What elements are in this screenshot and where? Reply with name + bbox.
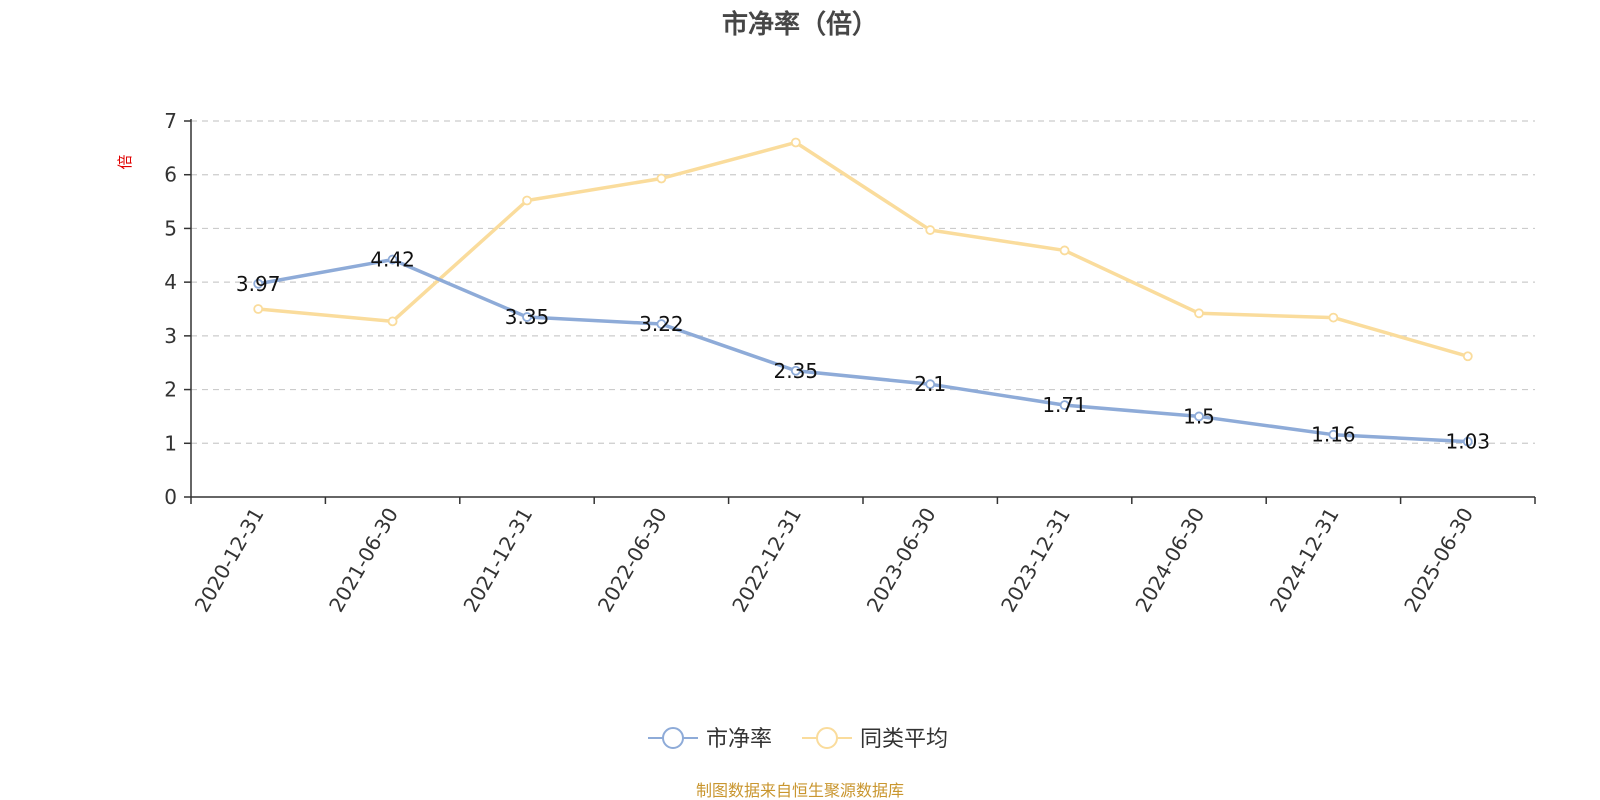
y-tick-label: 0 bbox=[164, 485, 177, 509]
data-point bbox=[925, 379, 936, 390]
data-point bbox=[1328, 429, 1339, 440]
data-label: 3.22 bbox=[639, 312, 684, 336]
data-point bbox=[253, 304, 264, 314]
data-label: 2.35 bbox=[774, 359, 819, 383]
y-tick-label: 7 bbox=[164, 109, 177, 133]
legend-label: 同类平均 bbox=[860, 727, 948, 752]
data-point bbox=[656, 319, 667, 329]
y-tick-label: 2 bbox=[164, 378, 177, 402]
y-tick-label: 5 bbox=[164, 216, 177, 240]
x-tick-label: 2022-06-30 bbox=[593, 504, 672, 617]
data-label: 2.1 bbox=[914, 372, 946, 396]
chart-title: 市净率（倍） bbox=[722, 9, 878, 40]
x-tick-label: 2020-12-31 bbox=[190, 504, 269, 617]
x-tick-label: 2021-12-31 bbox=[458, 504, 537, 617]
data-label: 1.71 bbox=[1042, 393, 1087, 417]
legend-marker bbox=[816, 727, 838, 749]
y-tick-label: 6 bbox=[164, 163, 177, 187]
data-point bbox=[522, 195, 532, 206]
data-point bbox=[656, 173, 667, 184]
data-label: 3.97 bbox=[236, 272, 281, 296]
grid-lines bbox=[191, 120, 1535, 444]
legend[interactable]: 市净率 同类平均 bbox=[648, 727, 948, 752]
series-line bbox=[258, 140, 1469, 358]
data-point bbox=[790, 137, 801, 148]
data-point bbox=[1462, 436, 1473, 447]
data-point bbox=[925, 225, 936, 235]
y-tick-label: 1 bbox=[164, 431, 177, 455]
x-tick-label: 2024-12-31 bbox=[1265, 504, 1344, 617]
data-point bbox=[1059, 245, 1070, 256]
series-line bbox=[257, 257, 1468, 444]
data-point bbox=[1194, 308, 1204, 319]
data-point bbox=[1059, 400, 1070, 411]
data-point bbox=[387, 254, 398, 265]
x-tick-label: 2021-06-30 bbox=[324, 503, 403, 616]
x-axis-ticks: 2020-12-31 2021-06-30 2021-12-31 2022-06-30… bbox=[190, 497, 1536, 617]
series-lines bbox=[253, 137, 1473, 447]
y-axis-unit-label: 倍 bbox=[116, 154, 134, 169]
data-source-note: 制图数据来自恒生聚源数据库 bbox=[696, 781, 904, 800]
legend-label: 市净率 bbox=[706, 727, 772, 752]
data-label: 1.16 bbox=[1311, 423, 1356, 447]
data-point bbox=[1462, 351, 1473, 362]
x-tick-label: 2022-12-31 bbox=[727, 504, 806, 617]
data-label: 4.42 bbox=[370, 248, 415, 272]
x-tick-label: 2023-06-30 bbox=[862, 503, 941, 616]
data-point bbox=[1328, 312, 1339, 323]
data-point bbox=[253, 278, 264, 289]
y-tick-label: 3 bbox=[164, 324, 177, 348]
data-labels: 3.97 4.42 3.35 3.22 2.35 2.1 1.71 1.5 1.16 1.03 bbox=[236, 248, 1490, 454]
legend-marker bbox=[662, 727, 684, 749]
data-point bbox=[387, 316, 398, 327]
y-axis-ticks: 0 1 2 3 4 5 6 7 bbox=[164, 109, 191, 509]
data-label: 1.03 bbox=[1446, 430, 1491, 454]
x-tick-label: 2025-06-30 bbox=[1399, 504, 1478, 617]
data-point bbox=[522, 312, 532, 322]
x-tick-label: 2024-06-30 bbox=[1130, 504, 1209, 617]
data-point bbox=[790, 365, 801, 376]
data-label: 3.35 bbox=[505, 305, 550, 329]
data-point bbox=[1194, 411, 1204, 422]
data-label: 1.5 bbox=[1183, 404, 1215, 428]
y-tick-label: 4 bbox=[164, 270, 177, 294]
x-tick-label: 2023-12-31 bbox=[996, 504, 1075, 617]
